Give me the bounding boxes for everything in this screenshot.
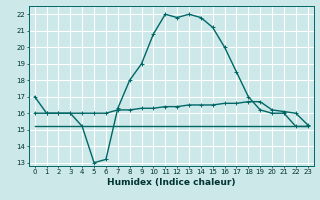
X-axis label: Humidex (Indice chaleur): Humidex (Indice chaleur) — [107, 178, 236, 187]
